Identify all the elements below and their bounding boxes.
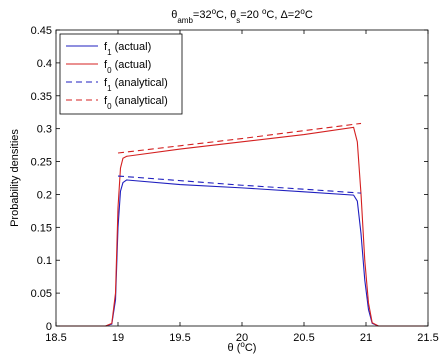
y-tick-label: 0.25 [31, 157, 52, 169]
text-part: f [104, 41, 108, 53]
text-part: o [240, 340, 245, 349]
text-part: o [262, 7, 267, 16]
y-tick-label: 0.35 [31, 91, 52, 103]
text-part: C [305, 9, 313, 21]
x-tick-label: 19 [112, 332, 124, 344]
text-part: o [300, 7, 305, 16]
legend-label-0: f1 (actual) [104, 41, 151, 57]
x-tick-label: 21 [360, 332, 372, 344]
text-part: θ ( [228, 342, 241, 354]
text-part: (actual) [112, 41, 152, 53]
text-part: =32 [193, 9, 212, 21]
y-tick-label: 0.4 [37, 58, 52, 70]
text-part: C) [245, 342, 257, 354]
y-tick-label: 0 [46, 321, 52, 333]
text-part: (analytical) [112, 95, 168, 107]
series-line-0 [56, 179, 428, 327]
chart-title: θamb=32oC, θs=20 oC, Δ=2oC [171, 7, 313, 25]
text-part: f [104, 77, 108, 89]
text-part: C, Δ=2 [266, 9, 300, 21]
legend: f1 (actual)f0 (actual)f1 (analytical)f0 … [59, 33, 183, 115]
text-part: 0 [107, 102, 112, 111]
series-line-2 [117, 175, 362, 194]
y-axis-label: Probability densities [9, 129, 21, 227]
y-tick-label: 0.1 [37, 255, 52, 267]
text-part: (actual) [112, 59, 152, 71]
series-line-3 [117, 122, 362, 154]
y-tick-label: 0.2 [37, 189, 52, 201]
legend-label-1: f0 (actual) [104, 59, 151, 75]
legend-label-2: f1 (analytical) [104, 77, 168, 93]
x-tick-label: 18.5 [45, 332, 66, 344]
x-axis-label: θ (oC) [228, 340, 257, 355]
legend-label-3: f0 (analytical) [104, 95, 168, 111]
text-part: 1 [107, 48, 112, 57]
text-part: amb [177, 16, 193, 25]
x-tick-label: 20.5 [293, 332, 314, 344]
x-tick-label: 21.5 [417, 332, 438, 344]
x-tick-label: 19.5 [169, 332, 190, 344]
ticks: 18.5 19 19.5 20 20.5 21 21.5 0 0.05 0.1 0.15 0.2 0.2… [31, 25, 439, 344]
y-tick-label: 0.15 [31, 222, 52, 234]
text-part: C, θ [216, 9, 236, 21]
text-part: 1 [107, 84, 112, 93]
text-part: f [104, 95, 108, 107]
y-tick-label: 0.45 [31, 25, 52, 37]
text-part: f [104, 59, 108, 71]
y-tick-label: 0.3 [37, 124, 52, 136]
text-part: θ [171, 9, 177, 21]
y-tick-label: 0.05 [31, 288, 52, 300]
series-line-1 [56, 126, 428, 327]
x-tick-label: 20 [236, 332, 248, 344]
legend-box [59, 33, 183, 115]
text-part: 0 [107, 66, 112, 75]
plot-lines [56, 122, 428, 327]
text-part: o [212, 7, 217, 16]
text-part: =20 [240, 9, 262, 21]
text-part: (analytical) [112, 77, 168, 89]
text-part: s [236, 16, 240, 25]
